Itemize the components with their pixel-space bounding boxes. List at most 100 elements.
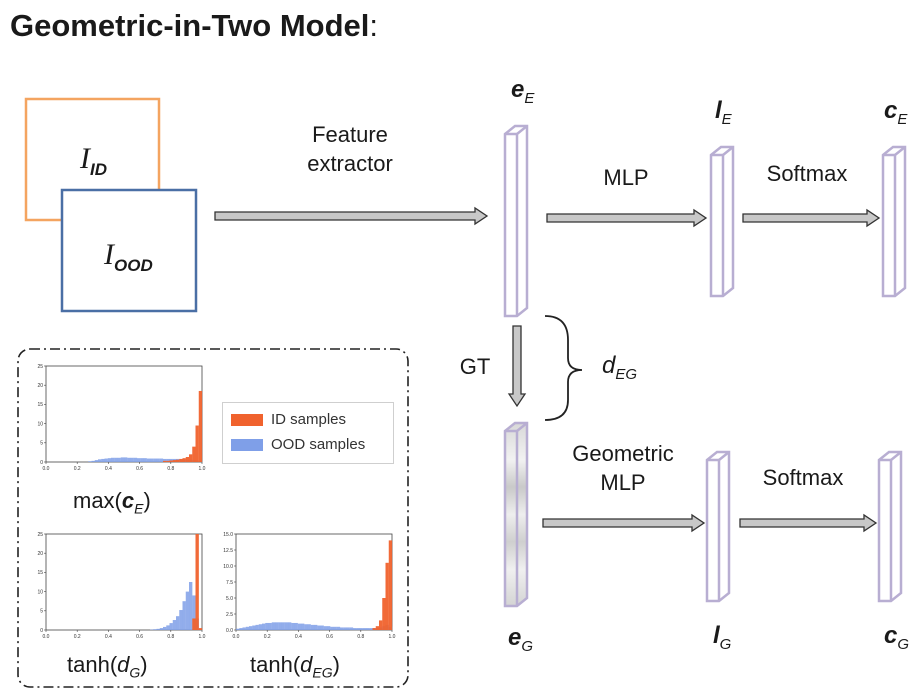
y-tick-label: 15.0	[223, 532, 233, 538]
bar-ood	[362, 628, 367, 630]
bar-ood	[156, 458, 160, 462]
label-l-G: lG	[713, 622, 732, 653]
bar-ood	[124, 457, 128, 462]
bar-ood	[163, 458, 167, 462]
input-id-label: IID	[80, 142, 107, 179]
bar-ood	[281, 622, 285, 630]
bar-id	[375, 626, 380, 630]
bar-ood	[304, 624, 308, 630]
bar-ood	[192, 595, 196, 630]
gt-arrow	[507, 325, 527, 408]
caption-tanh-dEG: tanh(dEG)	[250, 652, 340, 681]
feature-extractor-label: Feature extractor	[307, 122, 393, 176]
histogram-tanh-dG: 0.0 0.2 0.4 0.6 0.8 1.0 0 5 10 15 20 25	[37, 532, 206, 640]
bar-id	[169, 460, 173, 462]
legend-item-ood: OOD samples	[231, 436, 365, 453]
input-ood-label: IOOD	[104, 238, 153, 275]
softmax-bottom-arrow	[739, 513, 878, 533]
bar-id	[198, 628, 203, 630]
bar-ood	[275, 622, 279, 630]
bar-ood	[323, 626, 328, 630]
bar-ood	[317, 625, 321, 630]
feature-arrow	[214, 206, 489, 226]
bar-ood	[101, 458, 105, 462]
x-tick-label: 1.0	[389, 634, 396, 640]
y-tick-label: 20	[37, 383, 43, 389]
bar-ood	[288, 622, 292, 630]
bar-ood	[236, 628, 240, 630]
y-tick-label: 0	[40, 460, 43, 466]
softmax-top-label: Softmax	[766, 161, 848, 186]
bar-ood	[284, 622, 289, 630]
bar-id	[166, 460, 170, 462]
plot-frame	[45, 365, 203, 463]
x-tick-label: 0.8	[167, 466, 174, 472]
bar-ood	[252, 625, 256, 630]
bar-ood	[146, 458, 151, 462]
bar-ood	[255, 624, 259, 630]
bar-ood	[320, 625, 324, 630]
bar-ood	[150, 458, 154, 462]
bar-ood	[133, 457, 138, 462]
bar-ood	[258, 624, 263, 630]
bar-id	[192, 446, 196, 462]
bar-ood	[163, 626, 167, 630]
bar-ood	[346, 627, 350, 630]
legend-swatch-id	[231, 413, 263, 426]
y-tick-label: 25	[37, 364, 43, 370]
x-tick-label: 0.2	[74, 634, 81, 640]
bar-ood	[137, 458, 141, 462]
bar-id	[372, 628, 376, 630]
bar-ood	[91, 460, 95, 462]
bar-ood	[343, 627, 347, 630]
bar-ood	[156, 628, 160, 630]
bar-ood	[172, 620, 177, 630]
bar-ood	[353, 628, 357, 630]
histogram-legend: ID samples OOD samples	[222, 402, 394, 464]
bar-id	[182, 458, 186, 462]
bar-ood	[98, 459, 102, 462]
distance-dEG-label: dEG	[602, 352, 638, 383]
bar-ood	[366, 628, 370, 630]
bar-ood	[169, 623, 173, 630]
y-tick-label: 0	[40, 628, 43, 634]
x-tick-label: 0.8	[167, 634, 174, 640]
x-tick-label: 1.0	[199, 466, 206, 472]
bar-ood	[185, 591, 190, 630]
caption-tanh-dG: tanh(dG)	[67, 652, 148, 681]
x-tick-label: 1.0	[199, 634, 206, 640]
x-tick-label: 0.4	[295, 634, 302, 640]
bar-ood	[114, 457, 118, 462]
gt-label: GT	[459, 354, 491, 379]
bar-ood	[153, 458, 157, 462]
bar-ood	[297, 623, 302, 630]
bar-id	[195, 425, 199, 462]
mlp-arrow	[546, 208, 708, 228]
bar-ood	[242, 627, 246, 630]
bar-id	[189, 454, 193, 462]
x-tick-label: 0.4	[105, 466, 112, 472]
caption-max-cE: max(cE)	[73, 488, 151, 517]
bar-ood	[130, 457, 134, 462]
x-tick-label: 0.4	[105, 634, 112, 640]
bar-id	[385, 562, 389, 630]
input-ood-box	[60, 188, 198, 313]
bar-ood	[166, 458, 170, 462]
y-tick-label: 25	[37, 532, 43, 538]
bar-ood	[88, 461, 92, 462]
bar-ood	[104, 458, 108, 462]
mlp-label: MLP	[603, 165, 649, 190]
plot-frame	[235, 533, 393, 631]
bar-id	[195, 534, 199, 630]
y-tick-label: 15	[37, 570, 43, 576]
bar-ood	[176, 616, 180, 630]
label-c-G: cG	[884, 622, 910, 653]
label-l-E: lE	[715, 97, 732, 128]
legend-label-id: ID samples	[271, 411, 347, 428]
softmax-top-arrow	[742, 208, 881, 228]
bar-ood	[166, 625, 170, 630]
x-tick-label: 0.6	[136, 466, 143, 472]
bar-id	[192, 618, 196, 630]
y-tick-label: 12.5	[223, 548, 233, 554]
